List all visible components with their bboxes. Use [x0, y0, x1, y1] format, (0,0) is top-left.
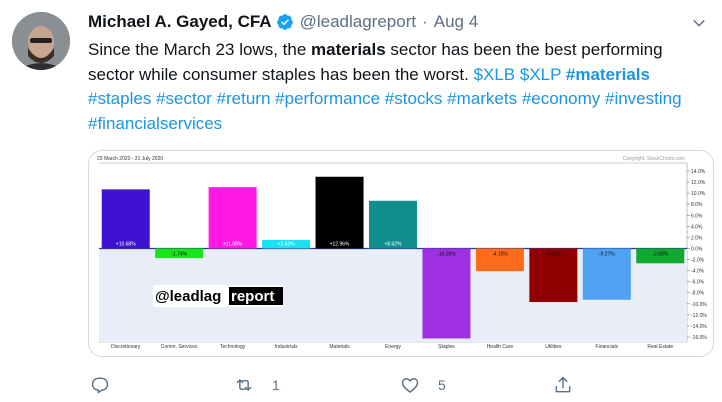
- tweet-text-part: Since the March 23 lows, the: [88, 40, 312, 59]
- x-tick-label: Comm. Services: [161, 344, 198, 350]
- tweet-text-bold: materials: [311, 40, 386, 59]
- x-tick-label: Technology: [220, 344, 246, 350]
- share-icon: [555, 376, 571, 393]
- heart-icon: [401, 378, 419, 393]
- y-tick-label: -10.0%: [691, 302, 707, 308]
- watermark-text-b: report: [231, 288, 274, 305]
- bar-real-estate: [636, 248, 685, 264]
- bar-value-label: -2.68%: [652, 251, 668, 257]
- share-button[interactable]: [553, 370, 573, 400]
- y-tick-label: 14.0%: [691, 169, 706, 175]
- hashtag-link-sector[interactable]: #sector: [156, 89, 212, 108]
- avatar-image: [12, 12, 70, 70]
- author-avatar[interactable]: [12, 12, 70, 70]
- hashtag-link-stocks[interactable]: #stocks: [384, 89, 443, 108]
- tweet-header: Michael A. Gayed, CFA @leadlagreport · A…: [88, 10, 478, 34]
- bar-utilities: [529, 248, 578, 303]
- separator-dot: ·: [422, 12, 428, 31]
- y-tick-label: -4.0%: [691, 269, 705, 275]
- hashtag-link-markets[interactable]: #markets: [447, 89, 518, 108]
- x-tick-label: Industrials: [275, 344, 298, 350]
- hashtag-link-staples[interactable]: #staples: [88, 89, 152, 108]
- bar-health-care: [475, 248, 524, 272]
- retweet-count: 1: [272, 377, 280, 393]
- bar-staples: [422, 248, 471, 339]
- x-tick-label: Health Care: [487, 344, 514, 350]
- bar-value-label: -16.26%: [437, 251, 456, 257]
- chart-date-range: 23 March 2020 - 31 July 2020: [97, 156, 163, 162]
- bar-technology: [208, 187, 257, 249]
- bar-value-label: +11.08%: [223, 241, 243, 247]
- like-count: 5: [438, 377, 446, 393]
- chart-copyright: Copyright, StockCharts.com: [623, 156, 685, 162]
- y-tick-label: 6.0%: [691, 213, 703, 219]
- x-tick-label: Materials: [329, 344, 350, 350]
- bar-industrials: [262, 240, 311, 249]
- author-name[interactable]: Michael A. Gayed, CFA: [88, 12, 272, 31]
- bar-financials: [582, 248, 631, 300]
- tweet-text-part: sector has been the best performing sect…: [88, 40, 663, 84]
- bar-value-label: +1.53%: [278, 241, 296, 247]
- hashtag-link-materials[interactable]: #materials: [565, 64, 650, 84]
- x-tick-label: Financials: [596, 344, 619, 350]
- bar-comm-services: [155, 248, 204, 259]
- bar-value-label: +8.62%: [384, 241, 402, 247]
- bar-value-label: +12.96%: [330, 241, 350, 247]
- hashtag-link-performance[interactable]: #performance: [275, 89, 381, 108]
- bar-discretionary: [101, 189, 150, 249]
- verified-badge-icon: [276, 14, 293, 30]
- y-tick-label: -6.0%: [691, 280, 705, 286]
- y-tick-label: 10.0%: [691, 191, 706, 197]
- retweet-button[interactable]: 1: [234, 370, 280, 400]
- bar-materials: [315, 176, 364, 249]
- like-button[interactable]: 5: [400, 370, 446, 400]
- chevron-down-icon[interactable]: [690, 14, 708, 32]
- tweet-media-chart[interactable]: 23 March 2020 - 31 July 2020 Copyright, …: [88, 150, 714, 357]
- leadlag-watermark: @leadlag report: [153, 285, 283, 307]
- y-tick-label: 8.0%: [691, 202, 703, 208]
- y-tick-label: -16.0%: [691, 335, 707, 341]
- bar-value-label: -9.68%: [545, 251, 561, 257]
- x-tick-label: Staples: [438, 344, 455, 350]
- y-tick-label: 4.0%: [691, 224, 703, 230]
- x-tick-label: Utilities: [545, 344, 562, 350]
- hashtag-link-investing[interactable]: #investing: [604, 89, 682, 108]
- y-tick-label: 0.0%: [691, 246, 703, 252]
- reply-button[interactable]: [90, 370, 128, 400]
- tweet-text: Since the March 23 lows, the materials s…: [88, 38, 712, 136]
- bar-value-label: -9.27%: [599, 251, 615, 257]
- y-tick-label: -12.0%: [691, 313, 707, 319]
- y-tick-label: 2.0%: [691, 235, 703, 241]
- bar-value-label: -4.10%: [492, 251, 508, 257]
- x-tick-label: Real Estate: [647, 344, 673, 350]
- cashtag-link-xlb[interactable]: $XLB: [473, 64, 516, 84]
- reply-icon: [91, 377, 109, 394]
- y-tick-label: -2.0%: [691, 258, 705, 264]
- x-tick-label: Discretionary: [111, 344, 141, 350]
- hashtag-link-economy[interactable]: #economy: [521, 89, 601, 108]
- tweet-actions: 1 5: [88, 370, 712, 400]
- bar-energy: [369, 200, 417, 249]
- y-tick-label: 12.0%: [691, 180, 706, 186]
- cashtag-link-xlp[interactable]: $XLP: [519, 64, 562, 84]
- tweet-date[interactable]: Aug 4: [433, 12, 479, 31]
- author-handle[interactable]: @leadlagreport: [299, 12, 417, 31]
- hashtag-link-return[interactable]: #return: [216, 89, 271, 108]
- bar-value-label: -1.74%: [171, 251, 187, 257]
- hashtag-link-financialservices[interactable]: #financialservices: [88, 113, 223, 133]
- x-tick-label: Energy: [385, 344, 401, 350]
- sector-performance-chart: 23 March 2020 - 31 July 2020 Copyright, …: [89, 151, 713, 356]
- watermark-text-a: @leadlag: [155, 288, 221, 305]
- y-tick-label: -14.0%: [691, 324, 707, 330]
- bar-value-label: +10.68%: [116, 241, 136, 247]
- y-tick-label: -8.0%: [691, 291, 705, 297]
- retweet-icon: [236, 379, 252, 391]
